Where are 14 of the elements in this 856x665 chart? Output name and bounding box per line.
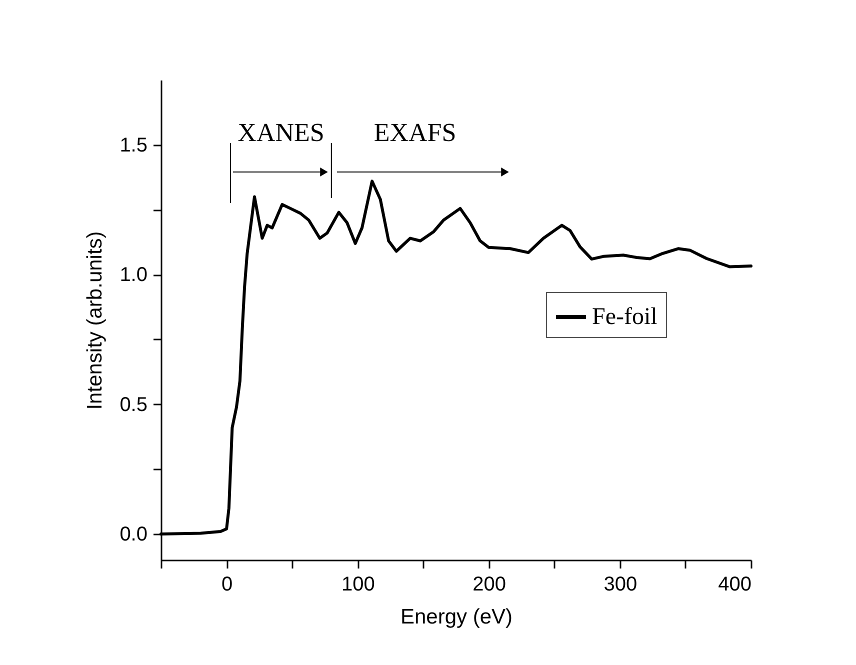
legend-label: Fe-foil	[592, 304, 658, 330]
y-tick-label: 1.5	[120, 134, 148, 156]
x-axis-title: Energy (eV)	[400, 606, 513, 628]
x-tick-label: 100	[341, 574, 375, 596]
x-tick-label: 200	[472, 574, 506, 596]
x-tick-label: 0	[221, 574, 233, 596]
x-tick-label: 300	[604, 574, 638, 596]
y-axis-title: Intensity (arb.units)	[84, 231, 107, 410]
annotation: XANES	[238, 118, 324, 147]
y-tick-label: 0.5	[120, 394, 148, 416]
annotation: EXAFS	[374, 118, 456, 147]
x-tick-label: 400	[718, 574, 752, 596]
y-tick-label: 0.0	[120, 524, 148, 546]
y-tick-label: 1.0	[120, 264, 148, 286]
